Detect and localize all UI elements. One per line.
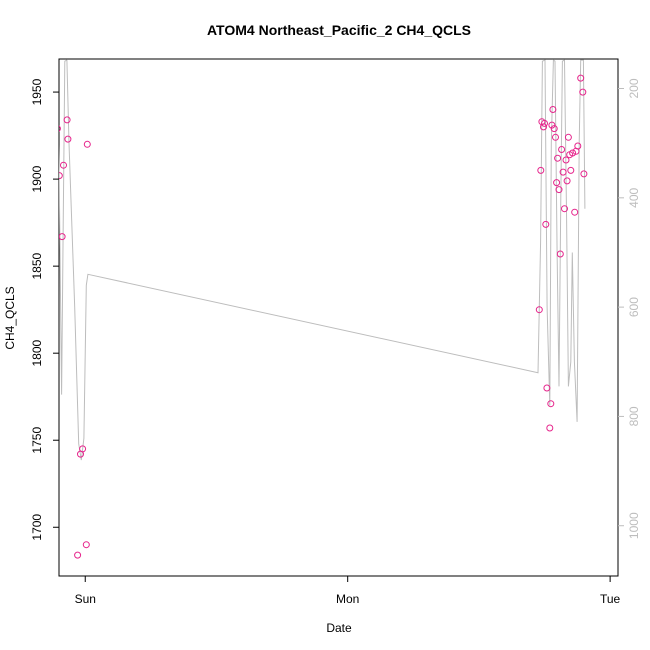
- y-tick-label: 1900: [30, 165, 44, 192]
- data-point: [580, 170, 588, 178]
- x-tick-label: Tue: [600, 592, 621, 606]
- series-layer: [59, 59, 588, 559]
- data-point: [546, 424, 554, 432]
- y2-tick-label: 600: [627, 297, 641, 317]
- data-point: [59, 233, 66, 241]
- data-point: [543, 384, 551, 392]
- y-tick-label: 1950: [30, 78, 44, 105]
- data-point: [553, 179, 561, 187]
- y-axis-right: 200 400 600 800 1000: [618, 78, 641, 539]
- data-point: [561, 205, 568, 213]
- data-point: [59, 172, 63, 180]
- data-point: [541, 119, 548, 127]
- data-point: [579, 88, 587, 96]
- y2-tick-label: 1000: [627, 512, 641, 539]
- x-tick-label: Mon: [336, 592, 359, 606]
- y-axis-label: CH4_QCLS: [3, 286, 17, 349]
- data-point: [549, 106, 557, 113]
- data-point: [82, 541, 90, 549]
- y-tick-label: 1800: [30, 340, 44, 367]
- data-point: [558, 146, 566, 153]
- y-tick-label: 1700: [30, 514, 44, 541]
- data-point: [535, 306, 543, 314]
- plot-frame: [58, 58, 619, 577]
- data-point: [563, 177, 571, 185]
- data-point: [571, 208, 579, 216]
- data-point: [60, 161, 67, 169]
- x-axis-label: Date: [326, 621, 352, 635]
- data-point: [537, 166, 545, 174]
- y-tick-label: 1750: [30, 427, 44, 454]
- data-point: [569, 149, 577, 157]
- data-point: [74, 551, 82, 559]
- data-point: [556, 250, 564, 258]
- x-tick-label: Sun: [75, 592, 96, 606]
- data-point: [552, 133, 559, 141]
- y2-tick-label: 200: [627, 78, 641, 98]
- data-point: [83, 140, 91, 148]
- data-point: [550, 125, 558, 133]
- data-point: [567, 166, 575, 174]
- data-point: [559, 168, 567, 176]
- chart-title: ATOM4 Northeast_Pacific_2 CH4_QCLS: [207, 22, 471, 38]
- data-point: [59, 125, 61, 132]
- y-axis-left: 1700 1750 1800 1850 1900 1950: [30, 78, 59, 541]
- y-tick-label: 1850: [30, 252, 44, 279]
- data-point: [574, 142, 582, 150]
- y2-tick-label: 800: [627, 406, 641, 426]
- data-point: [564, 133, 572, 141]
- data-point: [548, 121, 556, 129]
- data-point: [562, 156, 570, 164]
- data-point: [540, 123, 547, 131]
- x-axis: Sun Mon Tue: [75, 576, 621, 606]
- y2-tick-label: 400: [627, 187, 641, 207]
- data-point: [63, 116, 71, 124]
- data-point: [64, 135, 72, 143]
- data-point: [554, 154, 562, 162]
- data-point: [547, 400, 555, 408]
- data-point: [79, 445, 87, 453]
- data-point: [542, 220, 550, 228]
- data-point: [577, 74, 585, 82]
- altitude-trace-line: [59, 59, 586, 461]
- data-point: [555, 186, 563, 194]
